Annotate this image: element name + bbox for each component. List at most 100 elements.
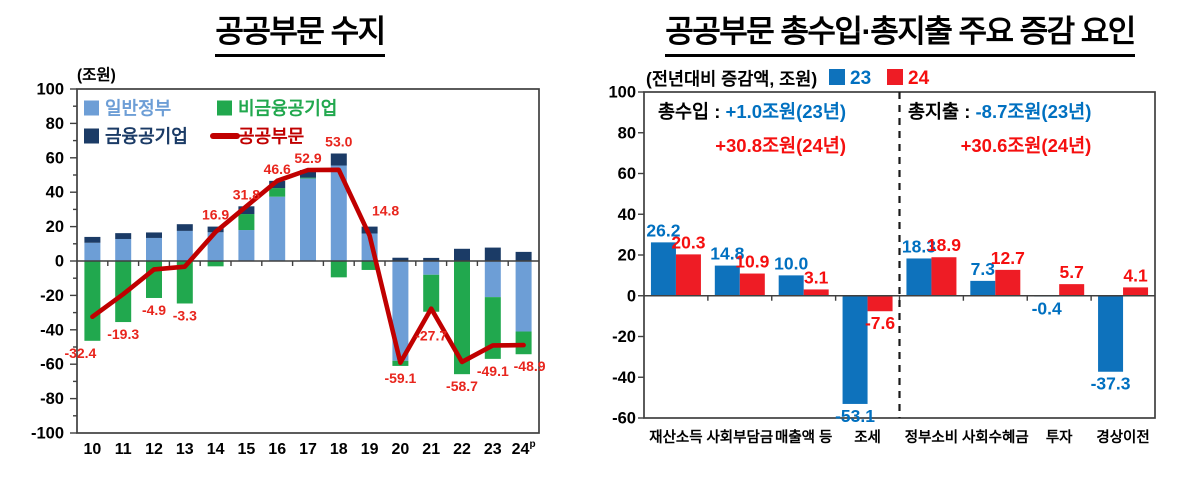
bar-금융공기업-11 xyxy=(115,233,132,239)
y-tick-label: 0 xyxy=(55,253,64,271)
line-value-label: 31.8 xyxy=(233,186,260,202)
x-tick-label: 20 xyxy=(392,441,410,458)
bar-23-매출액 등 xyxy=(778,275,804,296)
bar-value-label-24: 12.7 xyxy=(991,248,1025,268)
y-tick-label: 40 xyxy=(46,184,64,202)
line-value-label: 53.0 xyxy=(325,134,352,150)
bar-금융공기업-15 xyxy=(238,206,255,215)
bar-일반정부-24 xyxy=(515,261,532,332)
annotation-line1: 총지출 : -8.7조원(23년) xyxy=(908,101,1091,122)
y-tick-label: 60 xyxy=(618,165,636,183)
y-tick-label: 20 xyxy=(46,218,64,236)
x-tick-label: 19 xyxy=(361,441,379,458)
legend-label-23: 23 xyxy=(850,68,871,89)
y-axis: 100 80 60 40 20 0 -20 -40 -60 -80 -100 xyxy=(31,81,77,443)
bar-value-label-24: 3.1 xyxy=(804,267,829,287)
bar-금융공기업-16 xyxy=(269,180,286,189)
bar-24-사회수혜금 xyxy=(995,269,1021,296)
bar-value-label-24: -7.6 xyxy=(865,313,895,333)
line-value-label: -27.7 xyxy=(415,328,447,344)
bar-금융공기업-22 xyxy=(454,248,470,261)
y-tick-label: -20 xyxy=(40,287,64,305)
x-tick-label: 12 xyxy=(145,441,163,458)
x-tick-label: 조세 xyxy=(854,429,881,446)
balance-chart-title: 공공부문 수지 xyxy=(0,6,600,57)
line-value-label: -19.3 xyxy=(107,326,139,342)
bar-금융공기업-12 xyxy=(146,232,162,238)
legend-label-공공부문: 공공부문 xyxy=(238,127,304,147)
bar-금융공기업-24 xyxy=(515,251,532,261)
line-value-label: -59.1 xyxy=(384,370,416,386)
x-tick-label: 14 xyxy=(207,441,225,458)
x-tick-label: 23 xyxy=(484,441,502,458)
bar-value-label-23: 14.8 xyxy=(710,244,744,264)
bar-series-group xyxy=(650,242,1149,404)
y-tick-label: 80 xyxy=(618,124,636,142)
bar-24-매출액 등 xyxy=(803,289,829,296)
bar-value-label-23: -53.1 xyxy=(835,406,875,426)
bar-value-label-24: 20.3 xyxy=(671,232,705,252)
bar-23-사회수혜금 xyxy=(970,280,996,296)
y-tick-label: -60 xyxy=(612,410,636,428)
x-tick-label: 22 xyxy=(453,441,471,458)
bar-금융공기업-10 xyxy=(84,236,101,243)
line-value-label: -4.9 xyxy=(142,302,166,318)
bar-series-group xyxy=(84,153,532,375)
annotation-line2: +30.8조원(24년) xyxy=(715,135,846,156)
bar-24-경상이전 xyxy=(1123,287,1149,296)
legend-swatch-일반정부 xyxy=(84,100,99,116)
bar-value-label-23: 26.2 xyxy=(646,220,680,240)
bar-24-투자 xyxy=(1059,284,1085,296)
line-value-label: -3.3 xyxy=(173,307,197,323)
bar-일반정부-18 xyxy=(330,165,347,261)
line-value-label: 52.9 xyxy=(294,150,321,166)
line-value-label: -49.1 xyxy=(477,363,509,379)
bar-비금융공기업-17 xyxy=(300,177,316,179)
bar-비금융공기업-12 xyxy=(146,261,162,298)
x-tick-label: 매출액 등 xyxy=(775,428,832,446)
annotation-line1: 총수입 : +1.0조원(23년) xyxy=(658,101,846,122)
y-tick-label: 40 xyxy=(618,206,636,224)
factors-chart-title: 공공부문 총수입·총지출 주요 증감 요인 xyxy=(600,6,1200,57)
bar-비금융공기업-16 xyxy=(269,188,286,197)
y-tick-label: 0 xyxy=(627,287,636,305)
bar-value-label-23: -0.4 xyxy=(1032,299,1062,319)
bar-value-label-24: 4.1 xyxy=(1123,265,1148,285)
bar-금융공기업-19 xyxy=(361,226,378,234)
bar-일반정부-16 xyxy=(269,196,286,261)
bar-24-사회부담금 xyxy=(739,273,765,296)
bar-일반정부-10 xyxy=(84,242,101,261)
y-tick-label: 80 xyxy=(46,115,64,133)
annotation-line2: +30.6조원(24년) xyxy=(961,135,1092,156)
legend: 23 24 xyxy=(829,68,930,89)
bar-value-label-24: 10.9 xyxy=(735,252,769,272)
bar-일반정부-23 xyxy=(484,261,501,298)
legend-label-비금융공기업: 비금융공기업 xyxy=(238,99,337,119)
line-value-label: 14.8 xyxy=(372,203,399,219)
bar-24-정부소비 xyxy=(931,257,957,296)
y-tick-label: -80 xyxy=(40,390,64,408)
line-value-label: -32.4 xyxy=(64,345,96,361)
x-tick-label: 17 xyxy=(299,441,317,458)
y-tick-label: -40 xyxy=(40,321,64,339)
bar-금융공기업-23 xyxy=(484,247,501,261)
bar-비금융공기업-19 xyxy=(361,261,378,270)
bar-24-조세 xyxy=(867,295,893,312)
y-tick-label: -40 xyxy=(612,369,636,387)
bar-23-조세 xyxy=(842,295,868,404)
line-value-label: -58.7 xyxy=(446,378,478,394)
bar-value-label-23: 18.3 xyxy=(902,236,936,256)
x-tick-label: 사회수혜금 xyxy=(962,429,1029,446)
y-tick-label: -100 xyxy=(31,425,64,443)
line-value-label: -48.9 xyxy=(514,358,546,374)
y-axis-unit-label: (조원) xyxy=(77,66,116,84)
chart-subtitle: (전년대비 증감액, 조원) xyxy=(646,69,817,89)
y-tick-label: 20 xyxy=(618,247,636,265)
x-axis-ticks xyxy=(107,261,509,266)
bar-23-정부소비 xyxy=(906,258,932,296)
factors-chart-title-text: 공공부문 총수입·총지출 주요 증감 요인 xyxy=(665,14,1136,57)
legend-label-24: 24 xyxy=(908,68,930,89)
legend-swatch-23 xyxy=(829,69,845,85)
bar-일반정부-17 xyxy=(300,178,316,261)
bar-금융공기업-20 xyxy=(392,257,409,261)
